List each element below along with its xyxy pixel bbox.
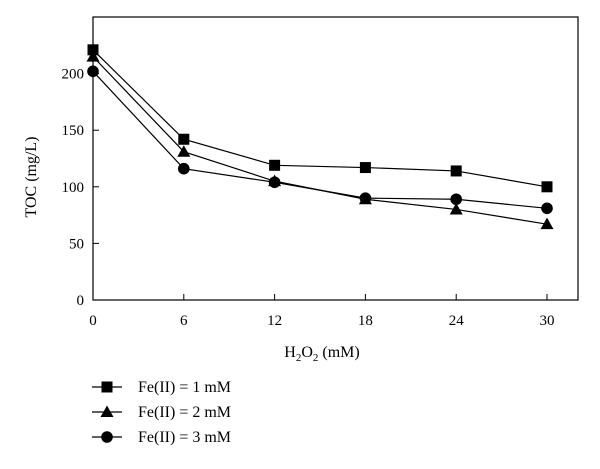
x-tick-label: 6: [180, 313, 188, 329]
series-line-2: [92, 56, 548, 225]
data-point-circle: [541, 202, 553, 215]
y-tick-label: 150: [62, 123, 85, 139]
legend: Fe(II) = 1 mM Fe(II) = 2 mM Fe(II) = 3 m…: [92, 379, 231, 446]
x-tick-label: 24: [449, 313, 465, 329]
y-tick-label: 0: [77, 293, 85, 309]
data-point-square: [269, 159, 281, 171]
data-point-square: [450, 165, 462, 177]
legend-label-fe-2mm: Fe(II) = 2 mM: [138, 404, 231, 421]
y-axis-title: TOC (mg/L): [23, 136, 40, 217]
legend-triangle-marker: [100, 405, 114, 417]
plot-frame: [92, 16, 579, 301]
x-tick-label: 12: [267, 313, 282, 329]
legend-item-fe-1mm: Fe(II) = 1 mM: [92, 379, 231, 396]
data-point-circle: [450, 193, 463, 206]
y-tick-label: 200: [62, 67, 85, 83]
legend-label-fe-1mm: Fe(II) = 1 mM: [138, 379, 231, 396]
data-point-square: [541, 181, 553, 193]
data-point-triangle: [449, 202, 463, 215]
legend-circle-marker: [101, 431, 113, 443]
x-tick-label: 18: [358, 313, 373, 329]
legend-item-fe-3mm: Fe(II) = 3 mM: [92, 429, 231, 446]
x-tick-label: 30: [540, 313, 555, 329]
data-point-circle: [87, 65, 99, 78]
y-axis-ticks: 0 50 100 150 200: [62, 67, 99, 309]
x-tick-label: 0: [89, 313, 97, 329]
legend-square-marker: [101, 381, 113, 393]
x-axis-ticks: 0 6 12 18 24 30: [89, 294, 555, 329]
data-point-circle: [268, 176, 281, 189]
data-point-triangle: [177, 145, 191, 157]
x-axis-title: H2O2 (mM): [284, 344, 359, 364]
series-1: [87, 44, 553, 193]
series-3: [87, 65, 553, 215]
data-point-triangle: [540, 217, 554, 230]
data-point-square: [359, 162, 371, 174]
y-tick-label: 100: [62, 180, 85, 196]
data-point-triangle: [86, 50, 100, 62]
series-line-3: [92, 70, 548, 209]
legend-label-fe-3mm: Fe(II) = 3 mM: [138, 429, 231, 446]
data-point-square: [178, 133, 190, 145]
y-tick-label: 50: [69, 236, 84, 252]
series-layer: [86, 44, 554, 230]
data-point-circle: [178, 162, 190, 175]
data-point-square: [87, 44, 99, 56]
data-point-circle: [359, 192, 372, 204]
series-line-1: [92, 49, 548, 188]
plot-border: [92, 16, 579, 301]
legend-item-fe-2mm: Fe(II) = 2 mM: [92, 404, 231, 421]
